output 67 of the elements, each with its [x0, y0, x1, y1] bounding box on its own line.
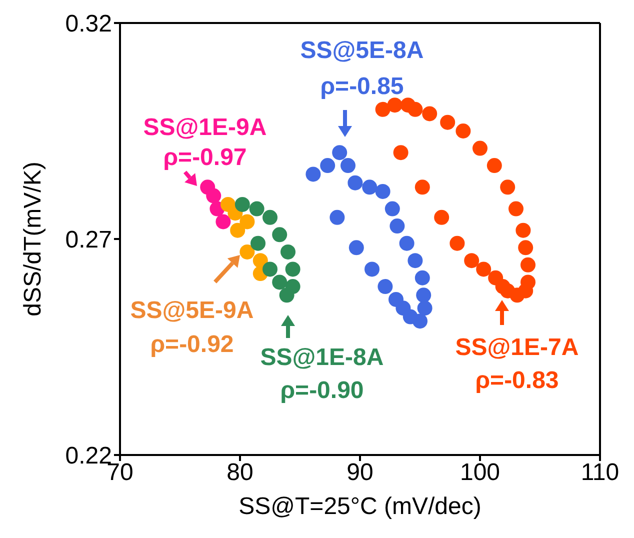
point: [516, 222, 531, 238]
point: [486, 158, 502, 174]
point: [440, 114, 456, 130]
y-tick-label: 0.32: [65, 10, 112, 38]
point: [408, 102, 423, 117]
point: [434, 210, 450, 225]
point: [450, 236, 465, 251]
point: [399, 236, 414, 251]
point: [390, 218, 405, 234]
annotation: SS@5E-8A ρ=-0.85: [300, 37, 424, 100]
point: [414, 270, 430, 286]
point: [262, 262, 278, 277]
point: [518, 240, 534, 256]
point: [384, 201, 400, 216]
x-tick-label: 80: [226, 459, 254, 486]
point: [472, 140, 488, 156]
point: [488, 270, 504, 286]
y-axis-title: dSS/dT(mV/K): [20, 162, 47, 316]
point: [416, 288, 432, 303]
point: [393, 145, 408, 160]
point: [362, 180, 378, 195]
x-tick-label: 110: [580, 459, 620, 486]
point: [364, 262, 380, 277]
point: [279, 288, 294, 303]
point: [230, 222, 246, 238]
point: [387, 98, 402, 113]
point: [250, 236, 266, 251]
annotation: SS@5E-9A ρ=-0.92: [130, 297, 254, 358]
point: [272, 227, 288, 242]
point: [306, 166, 321, 182]
point: [414, 180, 430, 195]
point: [375, 184, 390, 199]
point: [375, 102, 390, 117]
x-axis-title: SS@T=25°C (mV/dec): [238, 493, 482, 520]
point: [332, 145, 348, 160]
point: [422, 106, 438, 122]
point: [348, 175, 363, 190]
x-tick-label: 90: [346, 459, 374, 486]
point: [408, 253, 423, 268]
point: [272, 274, 288, 290]
point: [330, 210, 345, 225]
point: [348, 240, 364, 256]
point: [378, 279, 393, 294]
point: [280, 244, 296, 260]
point: [216, 214, 231, 230]
point: [262, 210, 278, 225]
point: [249, 201, 264, 216]
y-tick-label: 0.27: [65, 226, 112, 254]
annotation: SS@1E-9A ρ=-0.97: [143, 114, 267, 171]
annotation: SS@1E-7A ρ=-0.83: [455, 334, 579, 394]
point: [340, 158, 356, 174]
point: [388, 292, 404, 307]
point: [500, 180, 516, 195]
point: [476, 262, 492, 277]
point: [240, 244, 255, 260]
point: [240, 214, 255, 230]
annotation: SS@1E-8A ρ=-0.90: [260, 344, 384, 404]
point: [320, 158, 336, 174]
point: [206, 188, 222, 204]
point: [464, 253, 480, 268]
x-tick-label: 100: [460, 459, 500, 486]
point: [234, 196, 250, 212]
point: [520, 257, 536, 272]
point: [508, 201, 524, 216]
point: [285, 262, 300, 277]
point: [417, 300, 432, 316]
point: [456, 124, 471, 138]
